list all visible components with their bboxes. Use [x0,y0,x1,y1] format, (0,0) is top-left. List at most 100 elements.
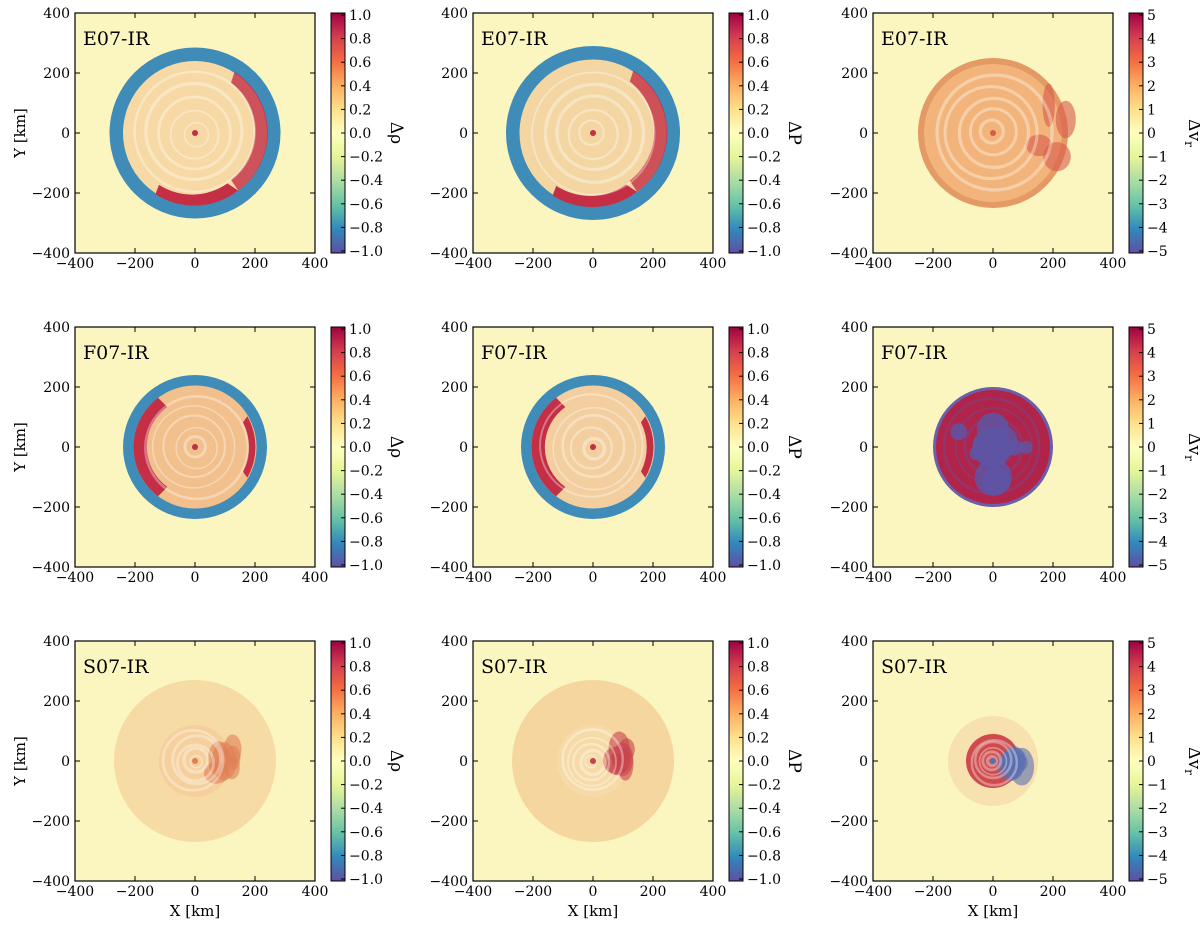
x-tick-label: −400 [854,256,892,272]
model-label: F07-IR [83,342,149,364]
swirl-texture [161,729,225,792]
model-label: F07-IR [881,342,947,364]
colorbar-tick-label: −1 [1147,778,1168,794]
axis-ticks: −400 −200 0 200 400 −400 −200 0 200 400 [830,320,1127,586]
colorbar-tick-label: 1.0 [747,636,769,652]
colorbar-label: ΔP [784,121,804,145]
colorbar-tick-label: −1 [1147,464,1168,480]
y-tick-label: 200 [841,66,868,82]
axis-ticks: −400 −200 0 200 400 −400 −200 0 200 400 [830,6,1127,272]
x-tick-label: 400 [700,884,727,900]
y-tick-label: 0 [459,754,468,770]
colorbar-tick-label: −5 [1147,872,1168,888]
colorbar-tick-label: 0.2 [349,102,371,118]
colorbar-tick-label: −0.4 [747,173,781,189]
colorbar-tick-label: 0.0 [349,440,371,456]
swirl-texture [133,70,256,193]
colorbar-tick-label: −3 [1147,825,1168,841]
x-tick-label: −200 [116,256,154,272]
colorbar-tick-label: −0.4 [349,173,383,189]
y-axis-label: Y [km] [11,108,29,159]
y-tick-label: 400 [43,6,70,22]
axis-ticks: −400 −200 0 200 400 −400 −200 0 200 400 [430,6,727,272]
x-tick-label: 200 [242,570,269,586]
colorbar-tick-label: 0.4 [747,393,769,409]
colorbar-tick-label: 0 [1147,126,1156,142]
core-spot [990,444,996,450]
hot-region [1026,83,1076,172]
colorbar-tick-label: 4 [1147,660,1156,676]
colorbar: 5 4 3 2 1 0 −1 −2 −3 −4 −5 Δvr [1128,8,1200,260]
swirl-texture [561,728,624,791]
heatmap-field [512,680,674,842]
colorbar-tick-label: 4 [1147,32,1156,48]
axis-ticks: −400 −200 0 200 400 −400 −200 0 200 400 [430,320,727,586]
colorbar-tick-label: 2 [1147,79,1156,95]
colorbar-tick-label: 1.0 [747,8,769,24]
panel-1-3: −400 −200 0 200 400 −400 −200 0 200 400 E07-IR 5 4 3 2… [830,6,1200,272]
y-tick-label: 400 [441,634,468,650]
x-tick-label: −200 [914,570,952,586]
swirl-texture [144,395,250,501]
colorbar-tick-label: 1.0 [349,8,371,24]
y-tick-label: −200 [430,500,468,516]
y-tick-label: −400 [430,560,468,576]
panel-2-2: −400 −200 0 200 400 −400 −200 0 200 400 F07-IR 1.0 0… [430,320,804,586]
hot-region [552,70,668,208]
colorbar-tick-label: −1.0 [349,872,383,888]
colorbar-tick-label: −3 [1147,197,1168,213]
core-spot [990,130,996,136]
panel-2-3: −400 −200 0 200 400 −400 −200 0 200 400 F07-IR 5 4 3 2… [830,320,1200,586]
y-tick-label: 400 [841,634,868,650]
panel-3-2: −400 −200 0 200 400 −400 −200 0 200 400 S07-IR X [k… [430,634,804,920]
colorbar-tick-label: 3 [1147,369,1156,385]
model-label: S07-IR [83,656,149,678]
x-axis-label: X [km] [568,902,618,920]
colorbar-tick-label: 0.6 [349,683,371,699]
colorbar-tick-label: −0.8 [747,534,781,550]
x-tick-label: 200 [1040,884,1067,900]
x-tick-label: 400 [302,256,329,272]
y-tick-label: 400 [43,634,70,650]
y-tick-label: −200 [430,814,468,830]
swirl-texture [970,738,1019,787]
colorbar-tick-label: −1.0 [349,558,383,574]
colorbar-tick-label: 0 [1147,440,1156,456]
colorbar-tick-label: −1 [1147,150,1168,166]
colorbar: 1.0 0.8 0.6 0.4 0.2 0.0 −0.2 −0.4 −0.6 −0.8 −1.0 Δρ [330,636,406,888]
hot-region [203,734,242,784]
colorbar-tick-label: 1 [1147,102,1156,118]
y-tick-label: 0 [859,754,868,770]
axis-ticks: −400 −200 0 200 400 −400 −200 0 200 400 [830,634,1127,900]
x-tick-label: 0 [589,884,598,900]
model-label: S07-IR [481,656,547,678]
colorbar-tick-label: 0.8 [747,660,769,676]
colorbar-tick-label: 3 [1147,683,1156,699]
core-spot [590,130,596,136]
y-tick-label: 0 [61,754,70,770]
colorbar-label: Δvr [1182,747,1200,775]
core-spot [590,444,596,450]
heatmap-field [918,58,1076,208]
hot-region [531,397,654,497]
colorbar-tick-label: 0.4 [349,393,371,409]
colorbar-label: Δvr [1182,433,1200,461]
y-tick-label: 0 [859,440,868,456]
colorbar-tick-label: −1.0 [747,872,781,888]
x-tick-label: 0 [191,570,200,586]
y-tick-label: −200 [32,814,70,830]
colorbar-tick-label: 0.4 [747,707,769,723]
colorbar-tick-label: 0.8 [349,346,371,362]
swirl-texture [935,73,1054,192]
colorbar-tick-label: 0.6 [747,369,769,385]
colorbar-tick-label: 0.8 [747,346,769,362]
colorbar-tick-label: −0.6 [349,511,383,527]
y-tick-label: 200 [43,66,70,82]
colorbar-tick-label: 0.2 [349,730,371,746]
colorbar-tick-label: −0.8 [747,848,781,864]
colorbar-tick-label: 4 [1147,346,1156,362]
swirl-texture [531,71,656,196]
colorbar-tick-label: −0.2 [747,778,781,794]
x-tick-label: −400 [854,570,892,586]
